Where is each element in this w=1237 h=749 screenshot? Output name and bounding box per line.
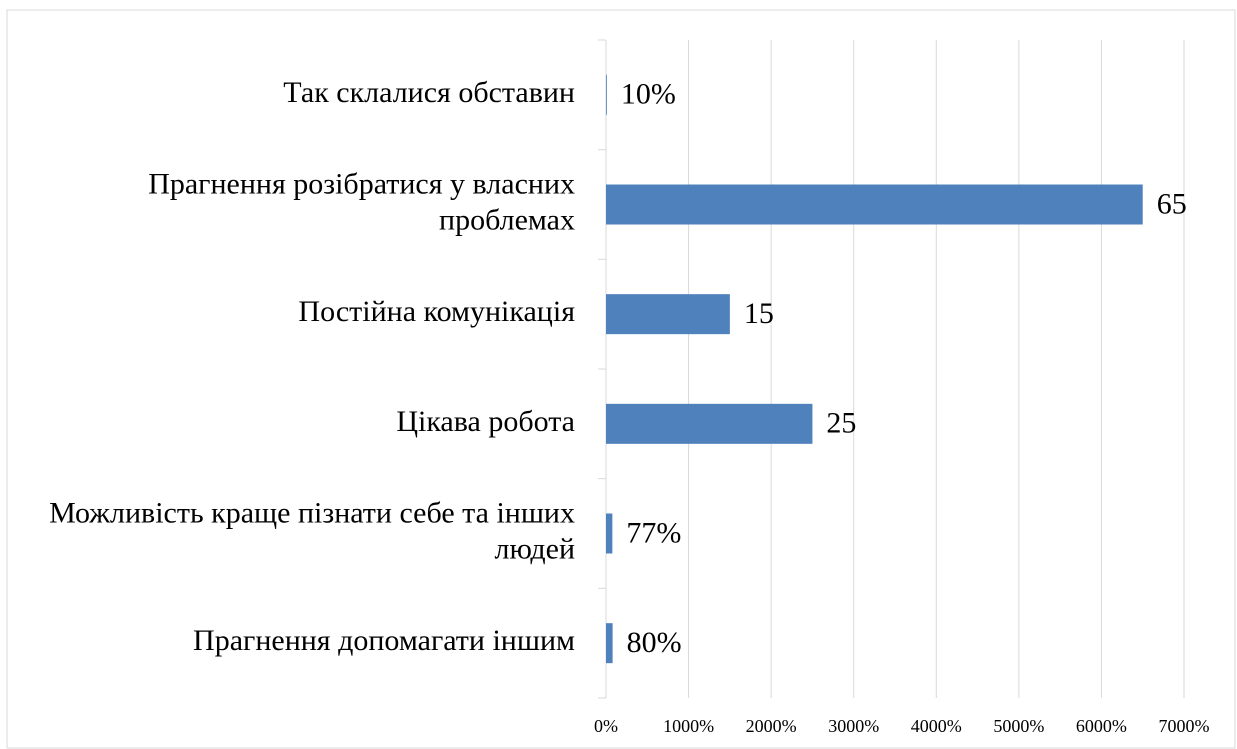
data-label: 25	[826, 407, 856, 440]
x-tick-label: 7000%	[1159, 716, 1210, 736]
x-tick-label: 1000%	[663, 716, 714, 736]
bar	[606, 74, 607, 115]
category-label: Можливість краще пізнати себе та інших лю…	[49, 496, 575, 565]
x-tick-label: 5000%	[993, 716, 1044, 736]
bar	[606, 513, 613, 554]
data-label: 77%	[626, 516, 681, 549]
x-tick-label: 3000%	[828, 716, 879, 736]
x-tick-label: 6000%	[1076, 716, 1127, 736]
bar	[606, 403, 813, 444]
category-label: Цікава робота	[396, 405, 575, 438]
bar	[606, 623, 613, 664]
category-label: Прагнення допомагати іншим	[193, 624, 575, 657]
bar	[606, 184, 1143, 225]
category-label: Так склалися обставин	[283, 76, 575, 109]
chart-frame	[6, 9, 1236, 749]
data-label: 65	[1157, 187, 1187, 220]
data-label: 15	[744, 297, 774, 330]
bar	[606, 294, 730, 335]
category-label: Постійна комунікація	[298, 295, 575, 328]
x-tick-label: 4000%	[911, 716, 962, 736]
data-label: 10%	[621, 78, 676, 111]
x-tick-label: 0%	[594, 716, 618, 736]
x-tick-label: 2000%	[746, 716, 797, 736]
data-label: 80%	[627, 626, 682, 659]
category-label: Прагнення розібратися у власних проблемах	[148, 167, 575, 236]
